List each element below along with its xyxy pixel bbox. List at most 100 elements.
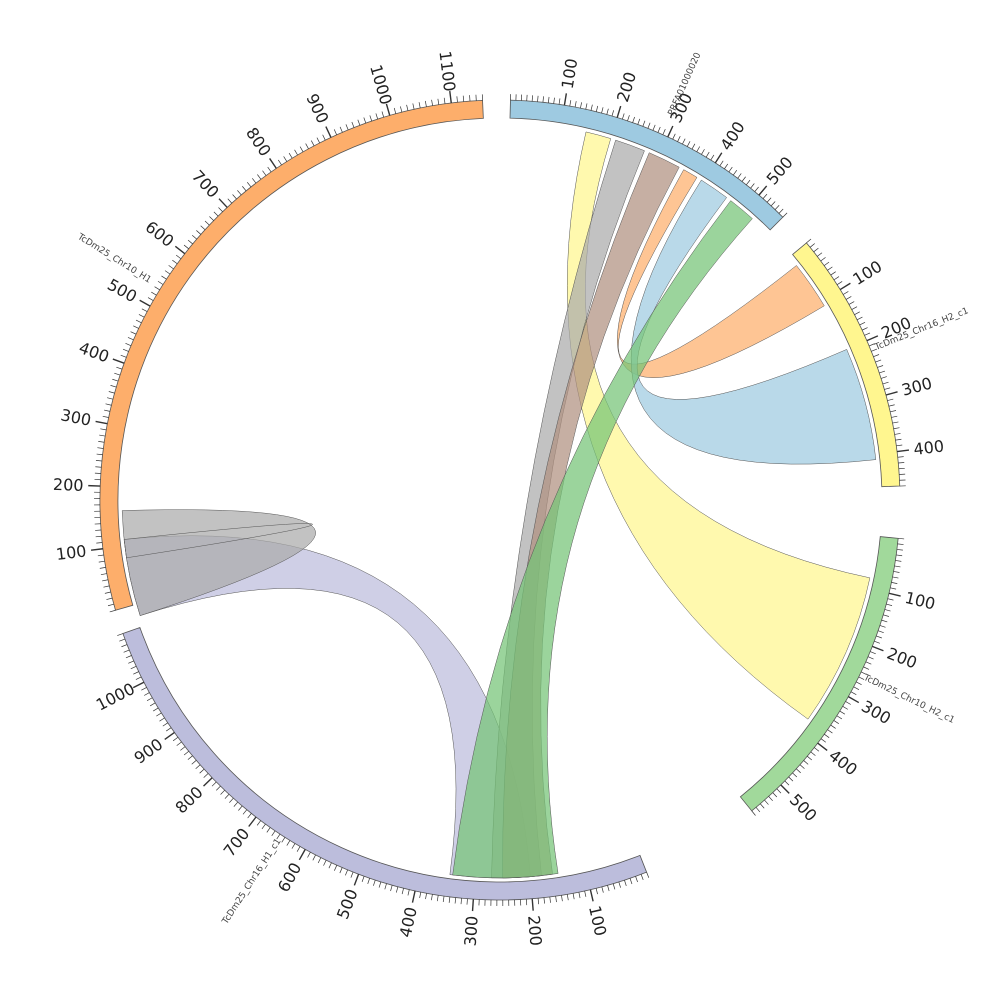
- minor-tick: [242, 186, 247, 192]
- minor-tick: [412, 103, 415, 110]
- minor-tick: [135, 676, 142, 680]
- minor-tick: [143, 692, 150, 696]
- minor-tick: [672, 133, 676, 140]
- tick-label: 800: [242, 124, 275, 160]
- minor-tick: [876, 635, 882, 639]
- minor-tick: [159, 717, 165, 722]
- minor-tick: [629, 878, 633, 885]
- minor-tick: [312, 854, 316, 861]
- minor-tick: [558, 98, 561, 105]
- minor-tick: [894, 433, 901, 435]
- minor-tick: [547, 96, 550, 103]
- minor-tick: [874, 640, 880, 644]
- minor-tick: [652, 124, 656, 131]
- minor-tick: [105, 403, 112, 406]
- minor-tick: [154, 286, 160, 291]
- major-tick: [90, 548, 104, 551]
- minor-tick: [162, 722, 168, 727]
- minor-tick: [877, 365, 884, 368]
- minor-tick: [892, 576, 899, 579]
- tick-label: 900: [302, 91, 332, 127]
- major-tick: [95, 420, 108, 425]
- minor-tick: [261, 823, 266, 830]
- major-tick: [325, 126, 332, 138]
- minor-tick: [850, 691, 857, 695]
- minor-tick: [296, 846, 301, 852]
- minor-tick: [220, 789, 225, 795]
- minor-tick: [102, 415, 109, 418]
- minor-tick: [795, 768, 801, 774]
- minor-tick: [443, 97, 446, 104]
- minor-tick: [95, 535, 102, 538]
- major-tick: [896, 449, 910, 453]
- minor-tick: [635, 876, 638, 883]
- links-layer: [121, 131, 877, 879]
- minor-tick: [180, 746, 186, 751]
- minor-tick: [187, 239, 193, 245]
- minor-tick: [884, 609, 891, 612]
- minor-tick: [827, 266, 833, 271]
- minor-tick: [238, 805, 243, 811]
- minor-tick: [157, 280, 164, 285]
- minor-tick: [431, 99, 433, 106]
- minor-tick: [395, 886, 399, 893]
- tick-label: 100: [55, 541, 88, 564]
- minor-tick: [863, 666, 870, 670]
- minor-tick: [686, 141, 691, 147]
- minor-tick: [204, 220, 210, 226]
- major-tick: [839, 282, 851, 291]
- minor-tick: [172, 259, 178, 265]
- major-tick: [885, 391, 898, 396]
- minor-tick: [624, 880, 627, 886]
- minor-tick: [100, 428, 107, 431]
- minor-tick: [584, 890, 587, 897]
- minor-tick: [886, 603, 893, 606]
- minor-tick: [401, 888, 404, 895]
- minor-tick: [98, 560, 105, 563]
- tick-label: 400: [396, 905, 421, 939]
- minor-tick: [233, 801, 239, 807]
- minor-tick: [612, 883, 616, 890]
- minor-tick: [580, 102, 582, 109]
- minor-tick: [696, 146, 701, 152]
- minor-tick: [881, 619, 888, 623]
- minor-tick: [102, 579, 109, 582]
- minor-tick: [130, 331, 137, 335]
- tick-label: 1100: [435, 50, 459, 93]
- minor-tick: [176, 741, 182, 746]
- minor-tick: [662, 129, 666, 135]
- minor-tick: [104, 409, 111, 412]
- minor-tick: [116, 366, 123, 370]
- minor-tick: [367, 878, 371, 884]
- minor-tick: [549, 896, 551, 903]
- minor-tick: [806, 238, 812, 244]
- minor-tick: [199, 768, 205, 774]
- major-tick: [667, 125, 674, 138]
- minor-tick: [898, 462, 905, 464]
- minor-tick: [183, 750, 189, 756]
- minor-tick: [109, 609, 116, 613]
- major-tick: [471, 899, 475, 912]
- minor-tick: [764, 799, 769, 805]
- minor-tick: [622, 113, 625, 120]
- minor-tick: [555, 896, 557, 903]
- minor-tick: [267, 166, 272, 173]
- minor-tick: [200, 225, 206, 231]
- minor-tick: [820, 738, 827, 743]
- minor-tick: [851, 306, 858, 310]
- minor-tick: [232, 194, 237, 200]
- minor-tick: [894, 565, 901, 568]
- minor-tick: [877, 630, 884, 633]
- minor-tick: [632, 116, 635, 123]
- minor-tick: [350, 871, 354, 878]
- tick-label: 200: [613, 70, 640, 105]
- minor-tick: [218, 207, 223, 213]
- minor-tick: [774, 204, 780, 210]
- minor-tick: [123, 649, 130, 653]
- minor-tick: [271, 830, 276, 836]
- minor-tick: [806, 755, 813, 761]
- link-ribbon-8: [452, 200, 753, 879]
- tick-label: 200: [524, 915, 545, 947]
- minor-tick: [836, 281, 843, 285]
- minor-tick: [277, 159, 282, 166]
